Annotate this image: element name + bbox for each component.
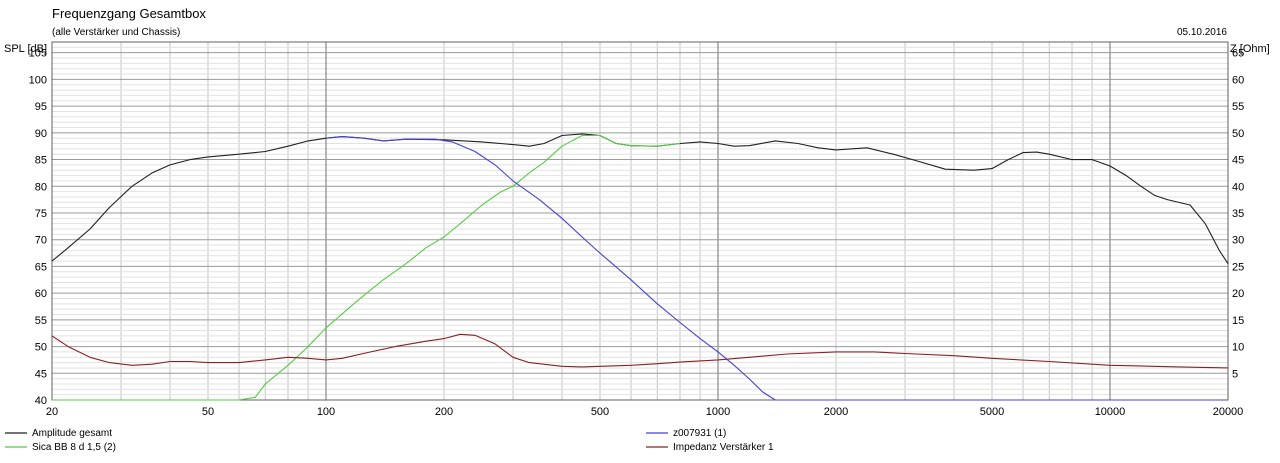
legend-label: Sica BB 8 d 1,5 (2): [32, 442, 116, 453]
y-right-tick-label: 50: [1232, 128, 1244, 140]
x-tick-label: 50: [202, 406, 214, 418]
y-axis-right-ticks: 5 10 15 20 25 30 35 40 45 50 55 60 65: [1232, 48, 1244, 381]
y-left-tick-label: 70: [35, 235, 47, 247]
legend-label: Amplitude gesamt: [32, 428, 112, 439]
y-right-tick-label: 65: [1232, 48, 1244, 60]
y-left-tick-label: 80: [35, 181, 47, 193]
series-line-impedanz-verst-rker-1: [51, 333, 1229, 369]
y-left-tick-label: 95: [35, 101, 47, 113]
y-left-tick-label: 90: [35, 128, 47, 140]
y-left-tick-label: 65: [35, 261, 47, 273]
y-left-tick-label: 85: [35, 155, 47, 167]
series-line-amplitude-gesamt: [51, 133, 1229, 265]
x-tick-label: 200: [435, 406, 453, 418]
y-right-tick-label: 5: [1232, 368, 1238, 380]
y-right-tick-label: 35: [1232, 208, 1244, 220]
plot-frame: [51, 41, 1229, 401]
y-left-tick-label: 55: [35, 315, 47, 327]
legend: Amplitude gesamt Sica BB 8 d 1,5 (2) z0079…: [5, 428, 774, 453]
y-left-tick-label: 40: [35, 395, 47, 407]
x-tick-label: 500: [591, 406, 609, 418]
chart-subtitle: (alle Verstärker und Chassis): [52, 27, 180, 38]
y-left-tick-label: 50: [35, 342, 47, 354]
x-tick-label: 20000: [1213, 406, 1244, 418]
y-right-tick-label: 30: [1232, 235, 1244, 247]
y-axis-left-label: SPL [dB]: [4, 43, 47, 55]
series-line-sica-bb-8-d-1-5-2: [52, 134, 681, 401]
legend-label: z007931 (1): [673, 428, 726, 439]
y-left-tick-label: 105: [29, 48, 47, 60]
x-axis-ticks: 20 50 100 200 500 1000 2000 5000 10000 20000: [46, 406, 1243, 418]
y-axis-left-ticks: 40 45 50 55 60 65 70 75 80 85 90 95 100 105: [29, 48, 47, 407]
y-right-tick-label: 15: [1232, 315, 1244, 327]
y-right-tick-label: 40: [1232, 181, 1244, 193]
y-axis-right-label: Z [Ohm]: [1230, 43, 1270, 55]
y-right-tick-label: 25: [1232, 261, 1244, 273]
y-left-tick-label: 75: [35, 208, 47, 220]
y-right-tick-label: 20: [1232, 288, 1244, 300]
y-left-tick-label: 60: [35, 288, 47, 300]
y-right-tick-label: 45: [1232, 155, 1244, 167]
y-left-tick-label: 45: [35, 368, 47, 380]
chart-date: 05.10.2016: [1177, 27, 1227, 38]
series-line-z007931-1: [325, 136, 1228, 401]
x-tick-label: 20: [46, 406, 58, 418]
x-tick-label: 1000: [706, 406, 730, 418]
x-tick-label: 10000: [1095, 406, 1126, 418]
y-left-tick-label: 100: [29, 74, 47, 86]
y-right-tick-label: 10: [1232, 342, 1244, 354]
x-tick-label: 5000: [980, 406, 1004, 418]
x-tick-label: 100: [317, 406, 335, 418]
x-tick-label: 2000: [824, 406, 848, 418]
series-layer: [51, 133, 1229, 401]
y-right-tick-label: 60: [1232, 74, 1244, 86]
chart-title: Frequenzgang Gesamtbox: [52, 6, 206, 21]
y-right-tick-label: 55: [1232, 101, 1244, 113]
legend-label: Impedanz Verstärker 1: [673, 442, 774, 453]
